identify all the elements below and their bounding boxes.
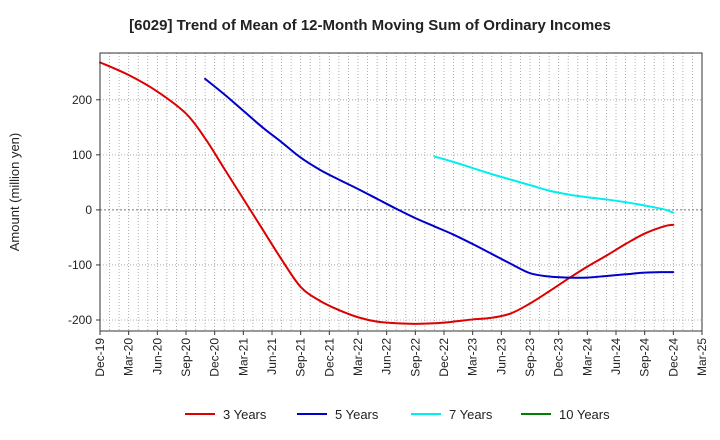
- y-axis-label: Amount (million yen): [7, 133, 22, 252]
- x-tick-label: Sep-20: [179, 338, 193, 377]
- series-lines: [99, 61, 675, 325]
- x-tick-label: Dec-19: [93, 338, 107, 377]
- x-tick-label: Dec-20: [208, 338, 222, 377]
- x-tick-label: Dec-22: [437, 338, 451, 377]
- grid-vertical: [109, 53, 693, 331]
- legend-label: 5 Years: [335, 407, 379, 422]
- x-tick-label: Mar-23: [466, 338, 480, 376]
- x-tick-label: Mar-25: [695, 338, 709, 376]
- legend-label: 3 Years: [223, 407, 267, 422]
- y-tick-label: 200: [72, 93, 92, 107]
- legend-item: 3 Years: [185, 407, 267, 422]
- y-tick-label: -200: [68, 313, 92, 327]
- x-tick-label: Sep-24: [638, 338, 652, 377]
- series-line-7-years: [433, 155, 675, 214]
- x-tick-label: Mar-22: [351, 338, 365, 376]
- y-tick-label: 0: [85, 203, 92, 217]
- legend-item: 5 Years: [297, 407, 379, 422]
- x-tick-label: Mar-24: [580, 338, 594, 376]
- x-tick-label: Sep-22: [408, 338, 422, 377]
- x-tick-label: Sep-21: [294, 338, 308, 377]
- x-tick-label: Jun-21: [265, 338, 279, 375]
- plot-area: [100, 53, 702, 331]
- y-tick-label: 100: [72, 148, 92, 162]
- legend-item: 10 Years: [521, 407, 610, 422]
- x-tick-label: Jun-20: [150, 338, 164, 375]
- x-tick-label: Jun-24: [609, 338, 623, 375]
- plot-frame: [99, 52, 703, 332]
- x-tick-label: Jun-23: [494, 338, 508, 375]
- x-tick-label: Sep-23: [523, 338, 537, 377]
- x-tick-label: Dec-21: [322, 338, 336, 377]
- x-tick-label: Dec-24: [666, 338, 680, 377]
- x-axis-ticks: Dec-19 Mar-20 Jun-20 Sep-20 Dec-20 Mar-21 Jun-…: [93, 331, 709, 377]
- x-tick-label: Mar-20: [122, 338, 136, 376]
- legend-label: 7 Years: [449, 407, 493, 422]
- chart-title: [6029] Trend of Mean of 12-Month Moving …: [129, 17, 611, 34]
- x-tick-label: Jun-22: [380, 338, 394, 375]
- series-line-5-years: [204, 77, 675, 279]
- x-tick-label: Dec-23: [552, 338, 566, 377]
- legend-item: 7 Years: [411, 407, 493, 422]
- y-axis-ticks: -200 -100 0 100 200: [68, 93, 100, 327]
- legend: 3 Years 5 Years 7 Years 10 Years: [185, 407, 610, 422]
- grid-horizontal: [100, 99, 702, 321]
- y-tick-label: -100: [68, 258, 92, 272]
- x-tick-label: Mar-21: [236, 338, 250, 376]
- series-line-3-years: [99, 61, 675, 325]
- legend-label: 10 Years: [559, 407, 610, 422]
